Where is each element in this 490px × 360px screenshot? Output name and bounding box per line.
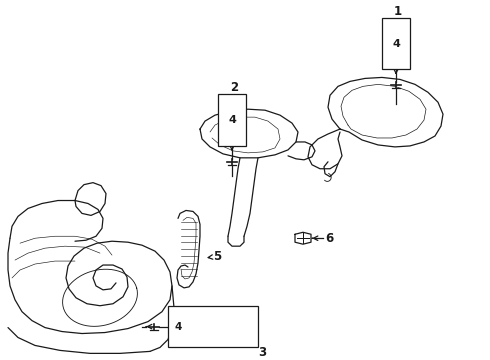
Bar: [168, 306, 258, 347]
Text: 5: 5: [213, 249, 221, 262]
Text: 2: 2: [230, 81, 238, 94]
Text: 4: 4: [228, 115, 236, 125]
Text: 1: 1: [394, 5, 402, 18]
Bar: [218, 94, 246, 146]
Text: 4: 4: [174, 321, 182, 332]
Bar: [382, 18, 410, 69]
Text: 6: 6: [325, 232, 333, 245]
Text: 4: 4: [392, 39, 400, 49]
Text: 3: 3: [258, 346, 266, 359]
